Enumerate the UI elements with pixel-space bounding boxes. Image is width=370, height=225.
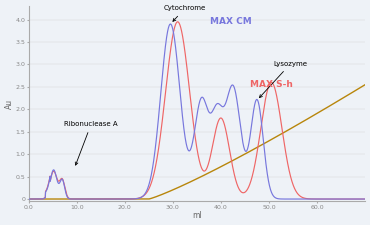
Text: MAX CM: MAX CM [210, 17, 251, 26]
Text: Ribonuclease A: Ribonuclease A [64, 121, 118, 165]
X-axis label: ml: ml [192, 211, 202, 220]
Text: Cytochrome: Cytochrome [164, 5, 206, 21]
Text: Lysozyme: Lysozyme [259, 61, 307, 98]
Text: MAX S-h: MAX S-h [250, 80, 293, 89]
Y-axis label: Au: Au [5, 99, 14, 109]
